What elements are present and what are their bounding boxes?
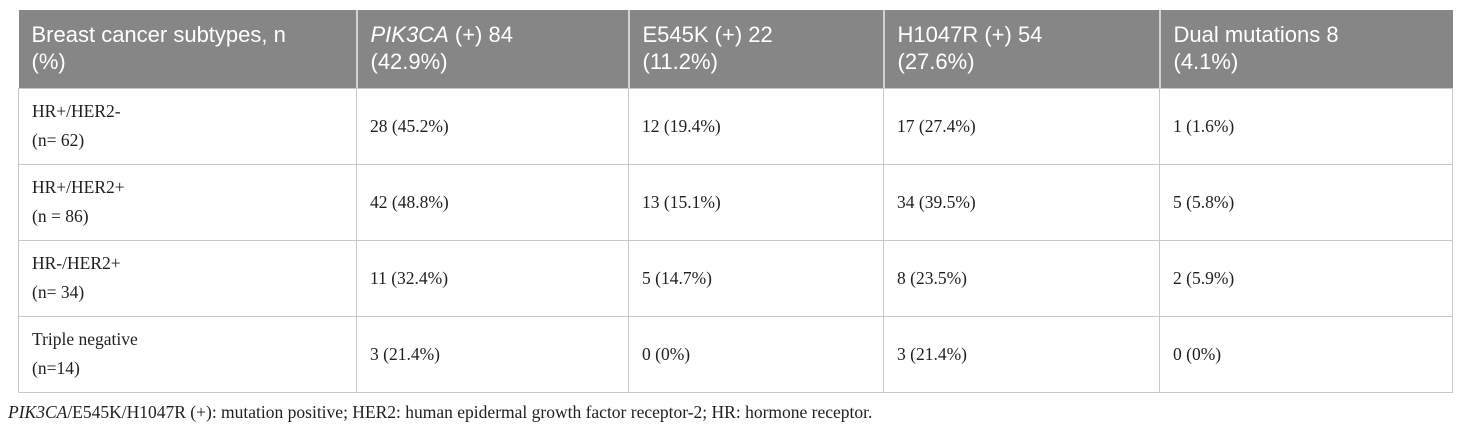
subtype-cell: HR+/HER2+ (n = 86) [18,163,357,241]
header-h1047r-line1: H1047R (+) 54 [897,21,1043,47]
header-pik3ca-line1: PIK3CA (+) 84 [371,21,614,48]
header-e545k-line2: (11.2%) [642,48,718,74]
footnote-pik3ca-italic: PIK3CA [8,402,68,422]
h1047r-value: 8 (23.5%) [883,239,1160,317]
header-subtypes-line1: Breast cancer subtypes, n [31,21,286,47]
subtype-n: (n= 62) [32,130,85,150]
dual-value: 1 (1.6%) [1159,87,1453,165]
pik3ca-value: 28 (45.2%) [356,87,629,165]
breast-cancer-subtypes-table: Breast cancer subtypes, n (%) PIK3CA (+)… [18,10,1453,393]
table-row: HR+/HER2- (n= 62) 28 (45.2%) 12 (19.4%) … [18,87,1453,165]
header-cell-h1047r: H1047R (+) 54 (27.6%) [882,10,1160,88]
subtype-n: (n= 34) [32,282,85,302]
header-cell-pik3ca: PIK3CA (+) 84 (42.9%) [355,10,629,88]
dual-value: 5 (5.8%) [1159,163,1453,241]
header-dual-line2: (4.1%) [1173,48,1239,74]
header-pik3ca-line2: (42.9%) [370,48,448,74]
header-pik3ca-rest: (+) 84 [448,21,513,47]
header-subtypes-line2: (%) [31,48,66,74]
e545k-value: 13 (15.1%) [628,163,884,241]
subtype-n: (n = 86) [32,206,89,226]
h1047r-value: 17 (27.4%) [883,87,1160,165]
header-row: Breast cancer subtypes, n (%) PIK3CA (+)… [18,10,1453,88]
subtype-label: HR+/HER2+ [32,177,125,197]
pik3ca-gene-italic: PIK3CA [370,21,449,47]
dual-value: 0 (0%) [1159,315,1453,393]
table-row: Triple negative (n=14) 3 (21.4%) 0 (0%) … [18,315,1453,393]
subtype-label: HR+/HER2- [32,101,121,121]
subtype-label: HR-/HER2+ [32,253,121,273]
table-footnote: PIK3CA/E545K/H1047R (+): mutation positi… [8,402,872,423]
table-row: HR-/HER2+ (n= 34) 11 (32.4%) 5 (14.7%) 8… [18,239,1453,317]
header-h1047r-line2: (27.6%) [897,48,975,74]
h1047r-value: 3 (21.4%) [883,315,1160,393]
header-cell-dual-mutations: Dual mutations 8 (4.1%) [1158,10,1453,88]
header-dual-line1: Dual mutations 8 [1173,21,1339,47]
pik3ca-value: 3 (21.4%) [356,315,629,393]
footnote-text: /E545K/H1047R (+): mutation positive; HE… [67,402,873,422]
dual-value: 2 (5.9%) [1159,239,1453,317]
table-row: HR+/HER2+ (n = 86) 42 (48.8%) 13 (15.1%)… [18,163,1453,241]
header-cell-e545k: E545K (+) 22 (11.2%) [627,10,884,88]
pik3ca-value: 42 (48.8%) [356,163,629,241]
e545k-value: 5 (14.7%) [628,239,884,317]
subtypes-table-container: Breast cancer subtypes, n (%) PIK3CA (+)… [18,10,1453,393]
subtype-n: (n=14) [32,358,80,378]
h1047r-value: 34 (39.5%) [883,163,1160,241]
header-cell-subtypes: Breast cancer subtypes, n (%) [18,10,357,88]
pik3ca-value: 11 (32.4%) [356,239,629,317]
e545k-value: 12 (19.4%) [628,87,884,165]
subtype-cell: HR-/HER2+ (n= 34) [18,239,357,317]
subtype-label: Triple negative [32,329,138,349]
e545k-value: 0 (0%) [628,315,884,393]
header-e545k-line1: E545K (+) 22 [642,21,773,47]
subtype-cell: HR+/HER2- (n= 62) [18,87,357,165]
subtype-cell: Triple negative (n=14) [18,315,357,393]
